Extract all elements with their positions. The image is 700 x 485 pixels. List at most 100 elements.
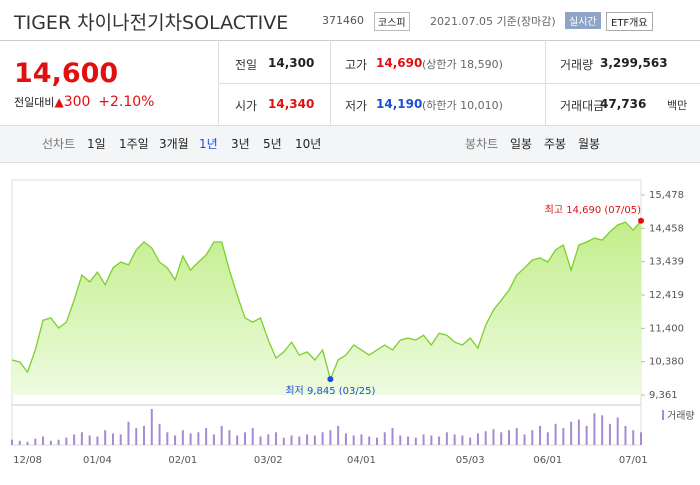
volume-bar [298, 436, 301, 445]
current-price: 14,600 [14, 58, 119, 89]
divider [218, 83, 700, 84]
volume-bar [220, 425, 223, 445]
quote-note: (상한가 18,590) [422, 58, 503, 71]
volume-bar [166, 432, 169, 445]
tab[interactable]: 5년 [263, 137, 282, 151]
realtime-button[interactable]: 실시간 [565, 12, 601, 29]
divider [218, 40, 219, 125]
volume-bar [111, 433, 114, 445]
volume-bar [26, 441, 29, 445]
volume-bar [391, 428, 394, 445]
volume-bar [34, 438, 37, 445]
code: 371460 [322, 14, 364, 27]
volume-bar [119, 434, 122, 445]
volume-bar [438, 436, 441, 445]
volume-bar [174, 435, 177, 445]
volume-bar [360, 434, 363, 445]
volume-bar [368, 436, 371, 445]
volume-bar [562, 428, 565, 445]
quote-note: (하한가 10,010) [422, 99, 503, 112]
divider [330, 40, 331, 125]
quote-value: 14,190 [376, 97, 423, 111]
volume-bar [150, 409, 153, 445]
volume-bar [158, 423, 161, 445]
tab[interactable]: 3개월 [159, 137, 189, 151]
tab[interactable]: 주봉 [544, 137, 567, 151]
tab[interactable]: 1일 [87, 137, 106, 151]
volume-bar [96, 436, 99, 445]
volume-bar [399, 435, 402, 445]
y-tick-label: 9,361 [649, 390, 678, 401]
volume-bar [135, 428, 138, 445]
volume-bar [539, 425, 542, 445]
tab[interactable]: 1주일 [119, 137, 149, 151]
volume-bar [313, 435, 316, 445]
volume-bar [197, 432, 200, 445]
tab[interactable]: 3년 [231, 137, 250, 151]
volume-bar [337, 425, 340, 445]
x-tick-label: 05/03 [456, 455, 485, 466]
volume-bar [267, 434, 270, 445]
volume-bar [593, 413, 596, 445]
volume-bar [88, 435, 91, 445]
etf-info-button[interactable]: ETF개요 [606, 12, 653, 31]
volume-bar [80, 432, 83, 445]
volume-bar [414, 437, 417, 445]
change: 300 [63, 94, 91, 110]
quote-label: 시가 [235, 99, 258, 113]
volume-bar [422, 434, 425, 445]
volume-bar [290, 435, 293, 445]
volume-bar [461, 435, 464, 445]
volume-bar [492, 429, 495, 445]
volume-bar [632, 430, 635, 445]
volume-bar [469, 437, 472, 445]
y-tick-label: 12,419 [649, 290, 684, 301]
divider [545, 40, 546, 125]
volume-bar [11, 439, 13, 445]
volume-bar [608, 423, 611, 445]
line [11, 220, 642, 382]
volume-bar [570, 421, 573, 445]
volume-bar [500, 432, 503, 445]
volume-bar [42, 436, 45, 445]
tab-bar [0, 125, 700, 163]
volume-bar [65, 437, 68, 445]
volume-bar [352, 435, 355, 445]
y-tick-label: 14,458 [649, 223, 684, 234]
chart: 거래량 9,361 10,380 11,400 12,419 13,439 14,458 1… [11, 179, 695, 466]
area [12, 220, 641, 395]
quote-label: 전일 [235, 58, 258, 72]
tab[interactable]: 1년 [199, 137, 218, 151]
volume-bar [49, 440, 52, 445]
y-tick-label: 13,439 [649, 257, 684, 268]
change-label: 전일대비 [14, 96, 55, 109]
high-marker [638, 217, 644, 224]
volume-bar [375, 437, 378, 445]
volume-bar [554, 423, 557, 445]
volume-bar [383, 432, 386, 445]
tab-group-label: 선차트 [42, 137, 76, 151]
volume-bar [321, 432, 324, 445]
x-tick-label: 07/01 [619, 455, 648, 466]
tab[interactable]: 일봉 [510, 137, 533, 151]
quote-value: 14,690 [376, 56, 423, 70]
x-tick-label: 04/01 [347, 455, 376, 466]
volume-bar [585, 425, 588, 445]
volume-bar [484, 431, 487, 445]
x-tick-label: 06/01 [533, 455, 562, 466]
volume-bar [127, 421, 130, 445]
tab-group-label: 봉차트 [465, 137, 499, 151]
volume-bar [18, 440, 21, 445]
volume-bar [143, 425, 146, 445]
quote-unit: 백만 [667, 99, 688, 112]
volume-bar [407, 436, 410, 445]
quote-label: 거래량 [560, 58, 594, 72]
tab[interactable]: 10년 [295, 137, 322, 151]
etf-name: TIGER 차이나전기차SOLACTIVE [14, 12, 289, 34]
volume-bar [531, 430, 534, 445]
volume-bar [453, 434, 456, 445]
volume-bar [259, 436, 262, 445]
volume-bar [275, 432, 278, 445]
tab[interactable]: 월봉 [578, 137, 601, 151]
